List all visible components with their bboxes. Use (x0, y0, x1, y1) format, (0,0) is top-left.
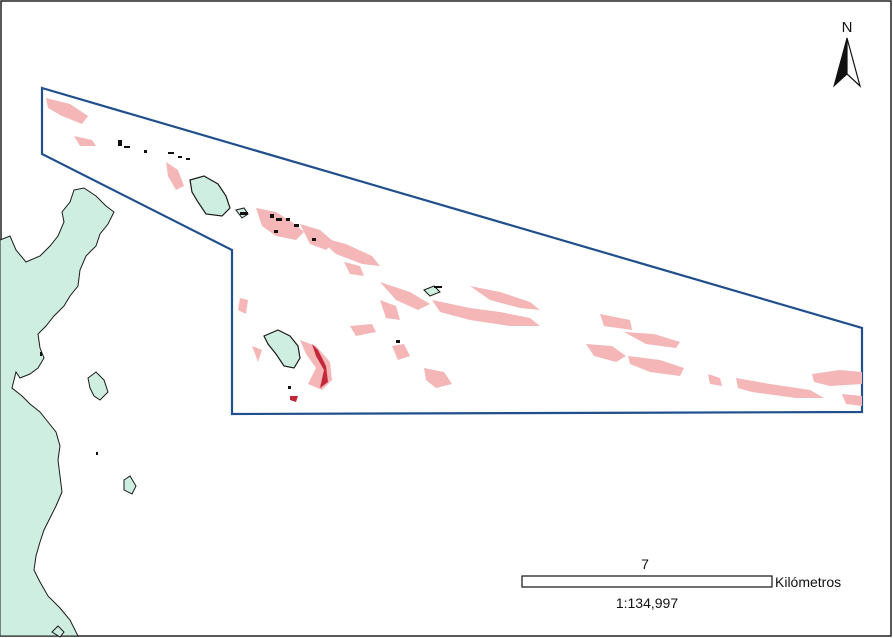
rock (40, 352, 42, 356)
seagrass-patches (46, 98, 862, 406)
seagrass-patch (424, 368, 452, 388)
seagrass-patch (380, 282, 430, 310)
seagrass-patch (470, 286, 540, 310)
seagrass-patch (238, 298, 248, 314)
seagrass-patch (256, 208, 304, 240)
seagrass-patch (344, 262, 364, 276)
seagrass-patch (708, 374, 722, 386)
seagrass-patch (252, 346, 262, 362)
dense-seagrass-patch (290, 396, 298, 402)
rock (294, 224, 299, 227)
rock (240, 212, 248, 215)
rock (312, 238, 316, 241)
mainland (0, 187, 115, 637)
rock (288, 386, 291, 389)
seagrass-patch (166, 162, 184, 190)
north-label: N (842, 19, 853, 36)
rock (434, 286, 442, 288)
rock (96, 452, 98, 455)
scale-bar-rect (521, 575, 773, 588)
seagrass-patch (628, 356, 684, 376)
scale-ratio: 1:134,997 (616, 595, 678, 611)
rock (274, 230, 278, 233)
island-isla-sur (263, 329, 301, 369)
scale-bar: 7 Kilómetros 1:134,997 (521, 556, 841, 611)
scale-unit-label: Kilómetros (775, 574, 841, 590)
seagrass-patch (600, 314, 632, 330)
scale-distance-label: 7 (641, 556, 649, 572)
seagrass-patch (432, 300, 540, 326)
seagrass-patch (736, 378, 824, 398)
rock (168, 152, 174, 154)
rock (124, 146, 130, 148)
rock (286, 218, 290, 221)
seagrass-patch (624, 332, 680, 348)
north-arrow-icon-half (846, 37, 862, 88)
seagrass-patch (350, 324, 376, 336)
seagrass-patch (842, 394, 862, 406)
rock (178, 156, 182, 158)
island (123, 475, 137, 495)
study-area-boundary (40, 86, 864, 416)
seagrass-patch (812, 370, 862, 386)
rock (270, 214, 274, 218)
rock (144, 150, 147, 153)
seagrass-patch (74, 136, 96, 146)
seagrass-patch (46, 98, 88, 124)
north-arrow: N (833, 19, 862, 88)
seagrass-patch (392, 344, 410, 360)
island (51, 625, 65, 638)
island-isla-mayor (189, 175, 231, 217)
rock (396, 340, 400, 343)
dense-seagrass-patch (312, 344, 328, 388)
seagrass-patch (380, 300, 400, 320)
island (87, 371, 109, 401)
rock (276, 218, 282, 221)
rock (118, 140, 122, 146)
seagrass-patch (316, 236, 380, 266)
dense-seagrass-patches (290, 344, 328, 402)
seagrass-patch (586, 344, 626, 362)
rock-outcrops (40, 140, 442, 455)
island (423, 285, 441, 297)
rock (186, 158, 190, 160)
